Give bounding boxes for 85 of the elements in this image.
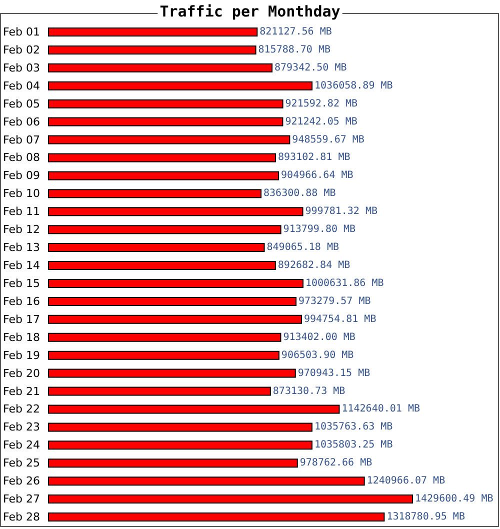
- bar: [48, 117, 284, 126]
- y-tick-label: Feb 21: [2, 384, 40, 398]
- data-label: 1000631.86 MB: [305, 278, 384, 289]
- bar: [48, 314, 302, 324]
- data-label: 879342.50 MB: [274, 62, 347, 74]
- bar: [48, 81, 313, 90]
- bar: [48, 512, 385, 522]
- data-label: 970943.15 MB: [298, 368, 370, 379]
- data-label: 978762.66 MB: [300, 458, 372, 469]
- y-tick-label: Feb 01: [2, 25, 40, 38]
- y-tick-label: Feb 28: [2, 510, 40, 524]
- data-label: 893102.81 MB: [278, 152, 350, 164]
- y-tick-label: Feb 04: [2, 79, 40, 92]
- bar: [48, 350, 280, 360]
- bar: [48, 368, 296, 378]
- y-tick-label: Feb 14: [2, 259, 40, 272]
- bar: [48, 207, 304, 216]
- bar: [48, 225, 282, 234]
- data-label: 892682.84 MB: [278, 260, 350, 272]
- y-tick-label: Feb 06: [2, 115, 40, 128]
- bar: [48, 171, 280, 180]
- data-label: 913402.00 MB: [283, 332, 356, 343]
- data-label: 836300.88 MB: [264, 188, 336, 200]
- data-label: 1240966.07 MB: [366, 476, 446, 487]
- data-label: 973279.57 MB: [298, 296, 371, 307]
- data-label: 1142640.01 MB: [342, 404, 420, 415]
- y-tick-label: Feb 27: [2, 492, 40, 506]
- bar: [48, 476, 365, 486]
- y-tick-label: Feb 24: [2, 438, 40, 452]
- bar: [48, 45, 256, 54]
- data-label: 815788.70 MB: [258, 44, 331, 56]
- y-tick-label: Feb 20: [2, 366, 40, 380]
- data-label: 904966.64 MB: [281, 170, 354, 182]
- data-label: 999781.32 MB: [305, 206, 378, 218]
- data-label: 921592.82 MB: [285, 98, 358, 110]
- y-tick-label: Feb 18: [2, 330, 40, 344]
- y-tick-label: Feb 22: [2, 402, 40, 416]
- y-tick-label: Feb 23: [2, 420, 40, 434]
- y-tick-label: Feb 10: [2, 187, 40, 200]
- bar: [48, 458, 298, 468]
- bar: [48, 63, 272, 72]
- bar: [48, 153, 276, 162]
- bar: [48, 189, 262, 198]
- bar: [48, 243, 265, 252]
- y-tick-label: Feb 11: [2, 205, 40, 218]
- y-tick-label: Feb 05: [2, 97, 40, 110]
- data-label: 913799.80 MB: [283, 224, 356, 236]
- bar: [48, 261, 276, 270]
- bar: [48, 404, 340, 414]
- bar: [48, 99, 284, 108]
- data-label: 1036058.89 MB: [314, 80, 393, 92]
- data-label: 1035763.63 MB: [314, 422, 393, 433]
- bar: [48, 422, 312, 432]
- bar: [48, 332, 282, 342]
- data-label: 1318780.95 MB: [386, 512, 465, 523]
- y-tick-label: Feb 03: [2, 61, 40, 74]
- y-tick-label: Feb 02: [2, 43, 40, 56]
- data-label: 921242.05 MB: [285, 116, 358, 128]
- y-tick-label: Feb 16: [2, 294, 40, 308]
- data-label: 849065.18 MB: [266, 242, 340, 254]
- y-tick-label: Feb 12: [2, 223, 40, 236]
- y-tick-label: Feb 25: [2, 456, 40, 470]
- y-tick-label: Feb 08: [2, 151, 40, 164]
- y-tick-label: Feb 19: [2, 348, 40, 362]
- bar: [48, 494, 413, 504]
- data-label: 873130.73 MB: [272, 386, 346, 397]
- bar: [48, 27, 258, 36]
- data-label: 906503.90 MB: [281, 350, 354, 361]
- y-tick-label: Feb 09: [2, 169, 40, 182]
- data-label: 1035803.25 MB: [314, 440, 393, 451]
- y-tick-label: Feb 07: [2, 133, 40, 146]
- bar: [48, 278, 304, 288]
- chart-title: Traffic per Monthday: [160, 2, 340, 20]
- data-label: 994754.81 MB: [304, 314, 376, 325]
- y-tick-label: Feb 13: [2, 241, 40, 254]
- y-tick-label: Feb 26: [2, 474, 40, 488]
- y-tick-label: Feb 15: [2, 276, 40, 290]
- y-tick-label: Feb 17: [2, 312, 40, 326]
- bar: [48, 296, 296, 306]
- data-label: 948559.67 MB: [292, 134, 364, 146]
- bar: [48, 440, 312, 450]
- data-label: 1429600.49 MB: [415, 494, 494, 505]
- bar: [48, 386, 271, 396]
- data-label: 821127.56 MB: [260, 26, 332, 38]
- bar: [48, 135, 290, 144]
